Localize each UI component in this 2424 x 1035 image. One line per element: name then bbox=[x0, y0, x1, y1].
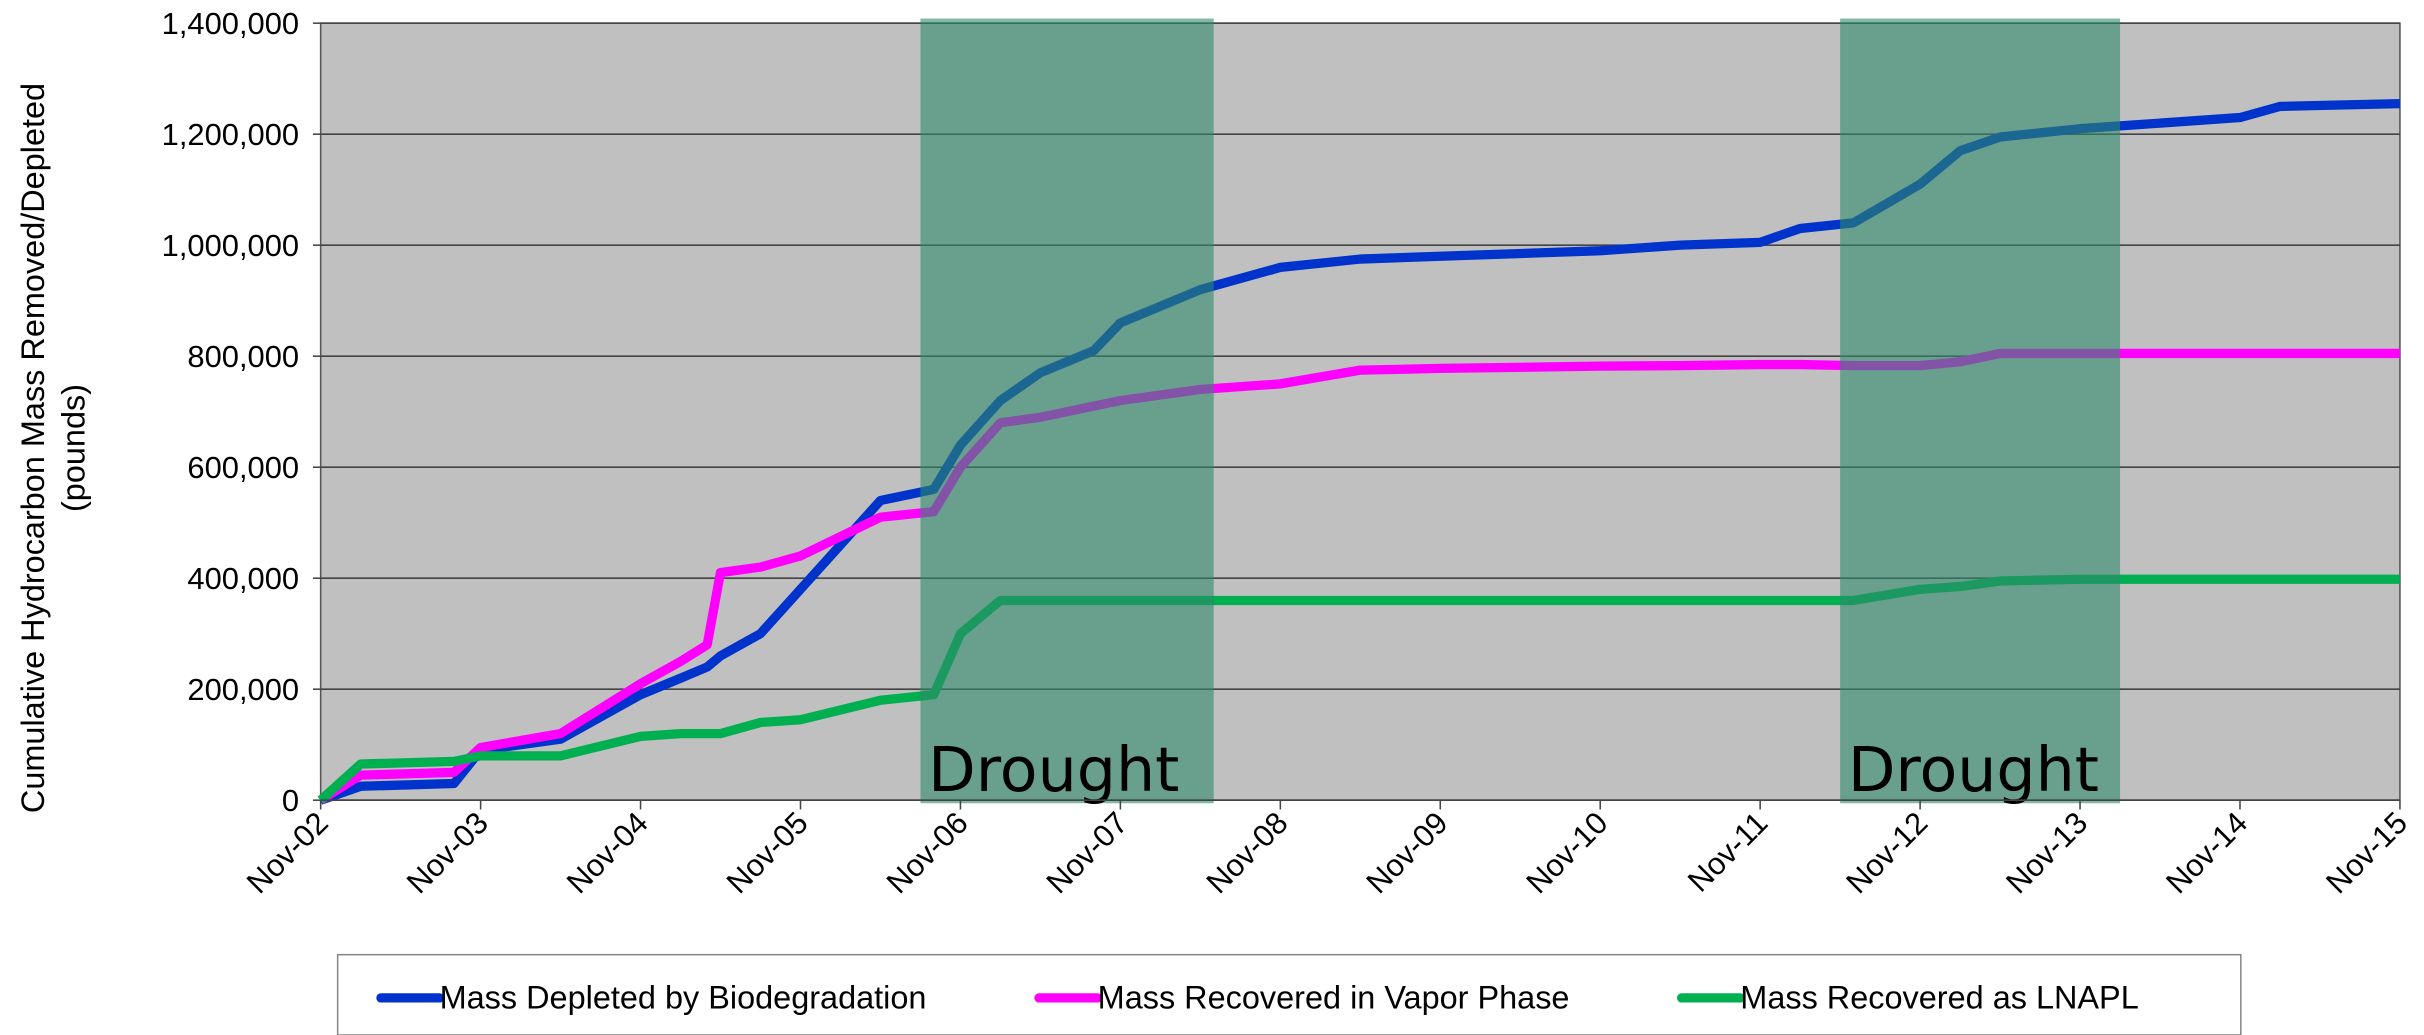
x-tick-label: Nov-14 bbox=[2159, 805, 2254, 900]
x-tick-label: Nov-15 bbox=[2319, 805, 2414, 900]
y-axis-label: Cumulative Hydrocarbon Mass Removed/Depl… bbox=[15, 83, 51, 813]
legend-label: Mass Depleted by Biodegradation bbox=[440, 980, 927, 1016]
x-tick-label: Nov-03 bbox=[400, 805, 495, 900]
y-tick-label: 0 bbox=[282, 783, 299, 818]
band-label: Drought bbox=[928, 734, 1179, 806]
y-tick-label: 600,000 bbox=[187, 450, 299, 485]
legend-box bbox=[336, 953, 2242, 1035]
band-label: Drought bbox=[1848, 734, 2099, 806]
y-tick-label: 200,000 bbox=[187, 672, 299, 707]
y-tick-label: 400,000 bbox=[187, 561, 299, 596]
x-tick-label: Nov-10 bbox=[1519, 805, 1614, 900]
x-tick-label: Nov-06 bbox=[880, 805, 975, 900]
drought-band bbox=[920, 18, 1214, 804]
x-tick-label: Nov-11 bbox=[1681, 805, 1775, 899]
y-tick-label: 1,000,000 bbox=[162, 228, 299, 263]
x-tick-label: Nov-09 bbox=[1359, 805, 1454, 900]
x-tick-label: Nov-12 bbox=[1839, 805, 1934, 900]
legend-label: Mass Recovered in Vapor Phase bbox=[1098, 980, 1570, 1016]
x-tick-label: Nov-07 bbox=[1039, 805, 1134, 900]
y-axis-label: (pounds) bbox=[55, 384, 91, 512]
drought-band bbox=[1840, 18, 2121, 804]
legend-label: Mass Recovered as LNAPL bbox=[1740, 980, 2138, 1016]
y-tick-label: 800,000 bbox=[187, 339, 299, 374]
x-tick-label: Nov-05 bbox=[720, 805, 815, 900]
x-tick-label: Nov-02 bbox=[240, 805, 335, 900]
x-tick-label: Nov-13 bbox=[1999, 805, 2094, 900]
legend: Mass Depleted by Biodegradation Mass Reco… bbox=[376, 980, 2139, 1016]
x-tick-label: Nov-08 bbox=[1199, 805, 1294, 900]
y-tick-label: 1,400,000 bbox=[162, 6, 299, 41]
y-tick-label: 1,200,000 bbox=[162, 117, 299, 152]
bands: Drought Drought bbox=[920, 18, 2121, 806]
x-tick-label: Nov-04 bbox=[560, 805, 655, 900]
